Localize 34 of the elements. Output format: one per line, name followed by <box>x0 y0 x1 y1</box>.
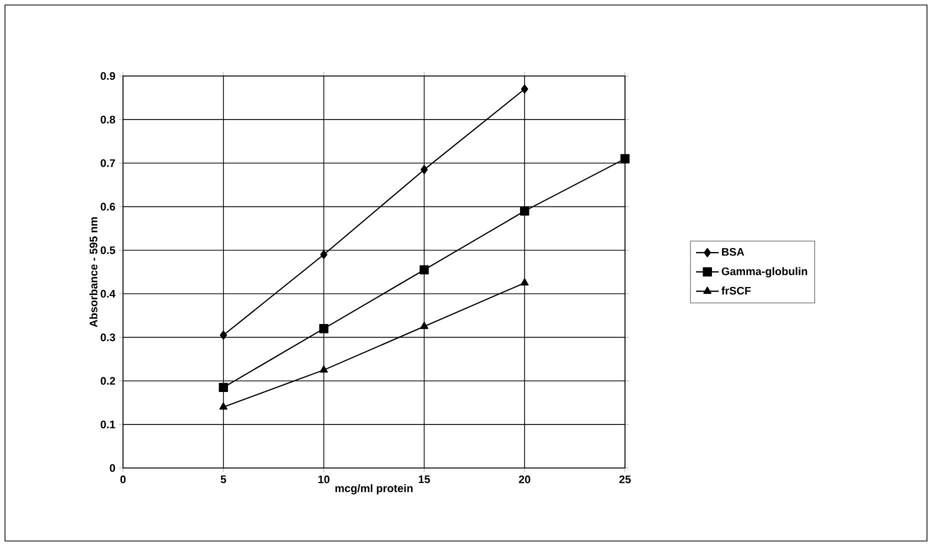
point <box>320 250 328 260</box>
x-tick-label: 0 <box>120 476 126 484</box>
y-axis-title: Absorbance - 595 nm <box>89 217 98 328</box>
point <box>320 365 328 373</box>
point <box>420 165 428 174</box>
legend-label: BSA <box>722 248 744 256</box>
point <box>218 382 228 392</box>
y-tick-label: 0.7 <box>100 159 116 167</box>
y-tick-label: 0.5 <box>100 246 116 254</box>
point <box>220 330 227 340</box>
legend-label: Gamma-globulin <box>722 267 808 278</box>
legend-label: frSCF <box>722 286 751 295</box>
point <box>219 402 228 410</box>
x-axis-title: mcg/ml protein <box>335 484 413 494</box>
y-tick-label: 0.9 <box>100 72 116 80</box>
y-tick-label: 0.4 <box>100 290 116 298</box>
y-tick-label: 0.2 <box>100 377 116 385</box>
x-tick-label: 15 <box>418 476 430 484</box>
x-tick-label: 5 <box>220 476 226 484</box>
x-tick-label: 20 <box>518 476 530 484</box>
y-tick-label: 0.1 <box>100 420 116 428</box>
y-tick-label: 0.3 <box>100 333 116 342</box>
point <box>319 324 328 334</box>
point <box>620 154 630 164</box>
x-tick-label: 25 <box>619 476 631 484</box>
point <box>420 265 429 274</box>
point <box>520 278 529 286</box>
x-tick-label: 10 <box>318 476 330 484</box>
y-tick-label: 0 <box>110 464 116 472</box>
point <box>521 84 528 94</box>
y-tick-label: 0.8 <box>100 116 116 124</box>
point <box>520 206 530 216</box>
y-tick-label: 0.6 <box>100 202 116 211</box>
point <box>420 322 428 330</box>
